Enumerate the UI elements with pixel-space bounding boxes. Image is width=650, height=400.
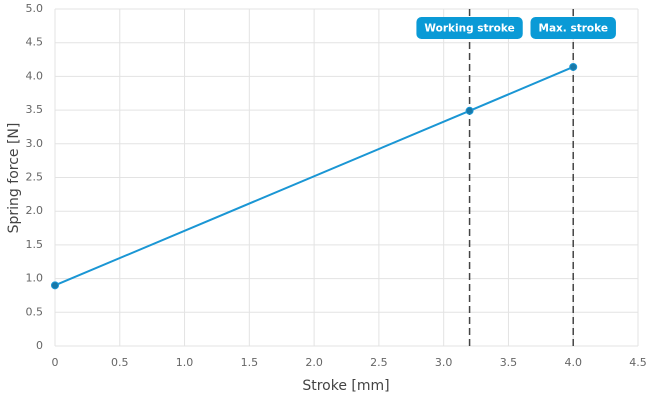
x-tick-label: 0 <box>52 356 59 369</box>
x-tick-label: 2.5 <box>370 356 388 369</box>
annotation-box <box>416 17 523 39</box>
point <box>465 106 474 115</box>
annotation-text: Working stroke <box>424 23 514 35</box>
y-tick-label: 4.0 <box>26 69 44 82</box>
x-tick-label: 3.5 <box>500 356 518 369</box>
y-tick-label: 3.5 <box>26 103 44 116</box>
annotation-label: Max. stroke <box>530 17 616 39</box>
y-tick-label: 4.5 <box>26 36 44 49</box>
point <box>569 62 578 71</box>
x-tick-label: 1.0 <box>176 356 194 369</box>
point <box>51 281 59 290</box>
x-tick-label: 2.0 <box>305 356 323 369</box>
x-tick-label: 4.5 <box>629 356 647 369</box>
x-tick-label: 4.0 <box>564 356 582 369</box>
y-tick-label: 0 <box>36 339 43 352</box>
y-tick-label: 1.0 <box>26 272 44 285</box>
y-tick-label: 5.0 <box>26 2 44 15</box>
annotation-label: Working stroke <box>416 17 523 39</box>
x-tick-label: 1.5 <box>241 356 259 369</box>
y-tick-label: 2.5 <box>26 171 44 184</box>
y-tick-label: 3.0 <box>26 137 44 150</box>
x-axis-title: Stroke [mm] <box>302 378 389 394</box>
x-tick-label: 0.5 <box>111 356 129 369</box>
y-axis-title: Spring force [N] <box>6 123 22 234</box>
annotation-text: Max. stroke <box>539 23 608 35</box>
x-tick-label: 3.0 <box>435 356 453 369</box>
y-tick-label: 2.0 <box>26 204 44 217</box>
y-tick-label: 1.5 <box>26 238 44 251</box>
annotation-box <box>530 17 616 39</box>
y-tick-label: 0.5 <box>26 305 44 318</box>
